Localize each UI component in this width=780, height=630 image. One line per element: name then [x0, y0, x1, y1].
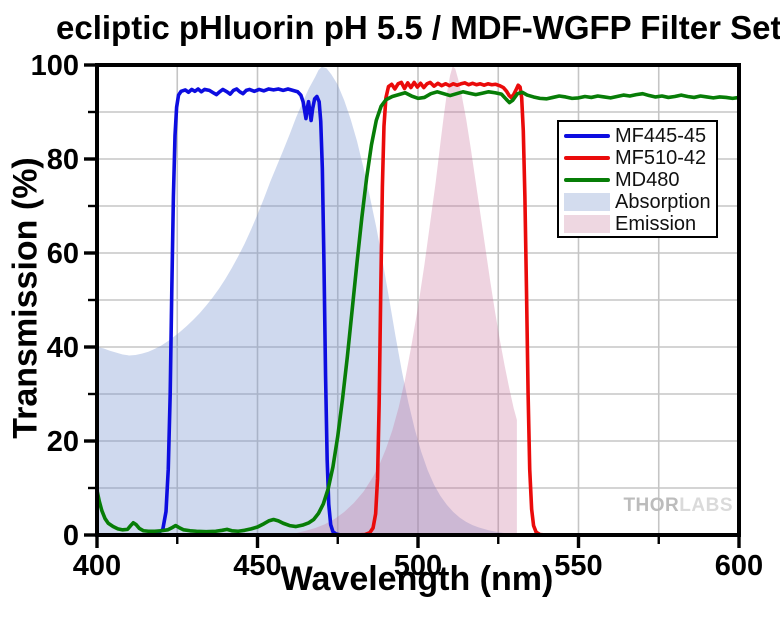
legend-fill-swatch	[564, 193, 610, 211]
legend-item-mf445-45: MF445-45	[564, 125, 716, 147]
legend-item-md480: MD480	[564, 169, 716, 191]
x-tick-label: 400	[73, 550, 121, 582]
legend-fill-swatch	[564, 215, 610, 233]
legend-box: MF445-45 MF510-42 MD480 Absorption Emission	[557, 120, 718, 238]
chart-title: ecliptic pHluorin pH 5.5 / MDF-WGFP Filt…	[56, 9, 780, 46]
x-tick-label: 550	[554, 550, 602, 582]
x-tick-label: 450	[233, 550, 281, 582]
md480-curve	[95, 89, 741, 534]
x-tick-label: 500	[394, 550, 442, 582]
plot-frame	[95, 63, 741, 537]
legend-label: MD480	[615, 168, 680, 191]
x-tick-label: 600	[715, 550, 763, 582]
y-axis-title: Transmission (%)	[6, 157, 45, 439]
absorption-area	[97, 66, 537, 535]
legend-line-swatch	[564, 156, 610, 160]
x-axis-title: Wavelength (nm)	[280, 560, 554, 598]
y-tick-label: 80	[47, 144, 79, 176]
legend-label: Absorption	[615, 190, 711, 213]
legend-label: MF445-45	[615, 124, 707, 147]
emission-area	[286, 66, 517, 535]
mf445-45-curve	[95, 87, 741, 537]
legend-item-mf510-42: MF510-42	[564, 147, 716, 169]
y-tick-label: 100	[31, 50, 79, 82]
legend-line-swatch	[564, 178, 610, 182]
watermark-thor-text: THOR	[623, 495, 680, 516]
mf510-42-curve	[95, 80, 741, 537]
legend-label: Emission	[615, 212, 697, 235]
y-tick-label: 0	[63, 520, 79, 552]
y-tick-label: 20	[47, 426, 79, 458]
legend-item-absorption: Absorption	[564, 191, 716, 213]
y-tick-label: 40	[47, 332, 79, 364]
y-tick-label: 60	[47, 238, 79, 270]
legend-label: MF510-42	[615, 146, 707, 169]
watermark-labs-text: LABS	[679, 495, 733, 516]
thorlabs-watermark: THORLABS	[595, 495, 733, 517]
legend-item-emission: Emission	[564, 213, 716, 235]
legend-line-swatch	[564, 134, 610, 138]
